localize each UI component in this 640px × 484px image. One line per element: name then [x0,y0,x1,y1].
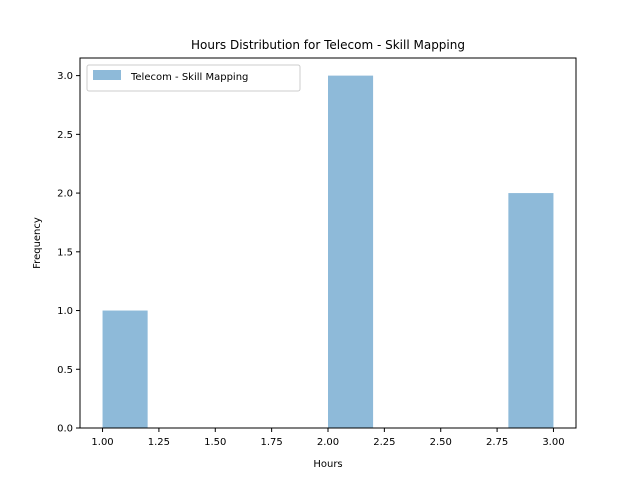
histogram-bar [508,193,554,428]
bars-group [102,75,554,428]
x-tick-label: 2.00 [317,437,339,448]
x-axis-label: Hours [313,459,342,470]
x-tick-label: 2.75 [486,437,508,448]
plot-frame [79,57,577,429]
legend: Telecom - Skill Mapping [86,64,301,92]
legend-box [86,64,301,92]
x-tick-label: 1.00 [91,437,113,448]
legend-swatch [93,70,121,80]
x-tick-label: 1.50 [204,437,226,448]
legend-label: Telecom - Skill Mapping [130,72,248,83]
histogram-bar [102,310,148,428]
x-tick-label: 1.25 [148,437,170,448]
y-tick-label: 2.0 [57,189,73,200]
y-tick-label: 0.0 [57,424,73,435]
y-tick-label: 0.5 [57,365,73,376]
histogram-bar [328,75,374,428]
x-tick-label: 2.25 [373,437,395,448]
y-tick-label: 1.5 [57,247,73,258]
y-tick-label: 2.5 [57,130,73,141]
y-axis-ticks: 0.0 0.5 1.0 1.5 2.0 2.5 3.0 [57,71,80,435]
y-tick-label: 1.0 [57,306,73,317]
x-axis-ticks: 1.00 1.25 1.50 1.75 2.00 2.25 2.50 2.75 3.00 [91,428,565,448]
y-tick-label: 3.0 [57,71,73,82]
x-tick-label: 3.00 [542,437,564,448]
y-axis-label: Frequency [32,217,43,269]
x-tick-label: 1.75 [261,437,283,448]
x-tick-label: 2.50 [430,437,452,448]
chart-title: Hours Distribution for Telecom - Skill M… [191,38,465,52]
